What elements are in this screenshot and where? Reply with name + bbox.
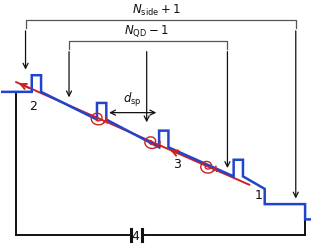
- Text: $\mathit{3}$: $\mathit{3}$: [173, 158, 182, 171]
- Text: $\mathit{1}$: $\mathit{1}$: [254, 189, 263, 202]
- Text: $d_{\rm sp}$: $d_{\rm sp}$: [124, 91, 142, 109]
- Text: $\mathit{2}$: $\mathit{2}$: [29, 100, 37, 113]
- Text: $N_{\rm QD}-1$: $N_{\rm QD}-1$: [124, 23, 169, 39]
- Text: $\mathit{4}$: $\mathit{4}$: [131, 230, 140, 243]
- Text: $N_{\rm side}+1$: $N_{\rm side}+1$: [132, 2, 180, 18]
